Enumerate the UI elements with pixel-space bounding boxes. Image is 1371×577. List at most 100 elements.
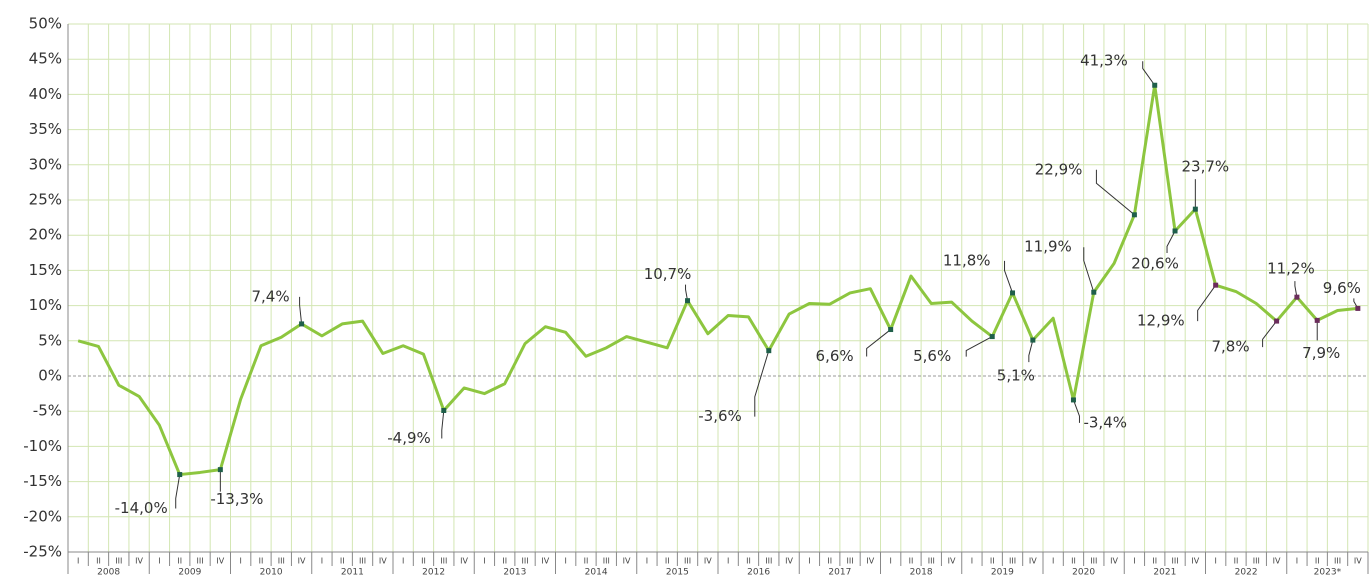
x-tick-label: I: [808, 557, 810, 566]
x-tick-label: I: [1052, 557, 1054, 566]
x-tick-label: III: [928, 557, 935, 566]
data-label: 9,6%: [1323, 279, 1361, 297]
y-tick-label: -5%: [33, 402, 62, 420]
point-marker: [1030, 337, 1036, 343]
year-label: 2011: [341, 568, 364, 577]
x-tick-label: IV: [1029, 557, 1037, 566]
x-tick-label: IV: [1191, 557, 1199, 566]
x-tick-label: IV: [948, 557, 956, 566]
point-marker: [989, 334, 995, 340]
point-marker: [1091, 289, 1097, 295]
x-tick-label: III: [846, 557, 853, 566]
leader-line: [441, 410, 445, 439]
x-tick-label: II: [177, 557, 182, 566]
data-label: 41,3%: [1080, 52, 1128, 70]
year-label: 2019: [991, 568, 1014, 577]
x-tick-label: III: [115, 557, 122, 566]
leader-line: [175, 474, 181, 509]
point-marker: [217, 467, 223, 473]
point-marker: [888, 327, 894, 333]
year-label: 2012: [422, 568, 445, 577]
x-tick-label: II: [909, 557, 914, 566]
leader-line: [1073, 399, 1080, 423]
x-tick-label: I: [321, 557, 323, 566]
point-marker: [1172, 228, 1178, 234]
year-label: 2014: [585, 568, 608, 577]
x-tick-label: IV: [216, 557, 224, 566]
x-tick-label: III: [1090, 557, 1097, 566]
y-tick-label: 45%: [29, 50, 62, 68]
leader-line: [754, 350, 770, 417]
x-tick-label: II: [340, 557, 345, 566]
x-tick-label: III: [1253, 557, 1260, 566]
data-label: 5,6%: [913, 347, 951, 365]
leader-line: [866, 329, 891, 357]
point-marker: [1192, 206, 1198, 212]
x-tick-label: IV: [1110, 557, 1118, 566]
x-tick-label: I: [971, 557, 973, 566]
y-tick-label: 50%: [29, 15, 62, 33]
x-tick-label: IV: [1354, 557, 1362, 566]
x-tick-label: I: [1133, 557, 1135, 566]
leader-line: [1197, 284, 1217, 322]
x-tick-label: II: [1152, 557, 1157, 566]
point-marker: [1010, 290, 1016, 296]
data-label: 20,6%: [1131, 254, 1179, 272]
x-tick-label: III: [603, 557, 610, 566]
x-tick-label: II: [827, 557, 832, 566]
y-tick-label: -15%: [23, 472, 62, 490]
data-label: 10,7%: [644, 265, 692, 283]
x-tick-label: II: [665, 557, 670, 566]
data-label: 11,2%: [1267, 260, 1315, 278]
x-tick-label: I: [239, 557, 241, 566]
x-tick-label: IV: [623, 557, 631, 566]
y-tick-label: 35%: [29, 120, 62, 138]
x-tick-label: III: [765, 557, 772, 566]
y-tick-label: 30%: [29, 155, 62, 173]
point-marker: [1131, 212, 1137, 218]
x-tick-label: I: [158, 557, 160, 566]
point-marker: [1213, 282, 1219, 288]
x-tick-label: IV: [785, 557, 793, 566]
x-tick-label: II: [259, 557, 264, 566]
x-tick-label: II: [1315, 557, 1320, 566]
leader-line: [965, 336, 993, 357]
data-label: 7,9%: [1302, 344, 1340, 362]
x-tick-label: IV: [135, 557, 143, 566]
x-tick-label: II: [584, 557, 589, 566]
year-label: 2021: [1153, 568, 1176, 577]
y-tick-label: -25%: [23, 543, 62, 561]
data-label: -3,4%: [1083, 413, 1127, 431]
y-tick-label: 40%: [29, 85, 62, 103]
point-marker: [685, 298, 691, 304]
point-marker: [1274, 318, 1280, 324]
point-marker: [1152, 82, 1158, 88]
year-label: 2020: [1072, 568, 1095, 577]
leader-line: [1095, 169, 1135, 216]
data-label: 7,8%: [1211, 338, 1249, 356]
data-label: 5,1%: [997, 367, 1035, 385]
x-tick-label: II: [1234, 557, 1239, 566]
year-label: 2023*: [1314, 568, 1342, 577]
x-tick-label: II: [1071, 557, 1076, 566]
year-label: 2017: [828, 568, 851, 577]
data-label: -13,3%: [210, 490, 263, 508]
data-label: -14,0%: [115, 499, 168, 517]
x-tick-label: IV: [866, 557, 874, 566]
data-label: 22,9%: [1035, 160, 1083, 178]
x-tick-label: IV: [298, 557, 306, 566]
x-tick-label: III: [196, 557, 203, 566]
x-tick-label: I: [889, 557, 891, 566]
leader-line: [1004, 260, 1014, 294]
x-tick-label: IV: [541, 557, 549, 566]
x-tick-label: II: [746, 557, 751, 566]
data-label: -3,6%: [698, 407, 742, 425]
year-label: 2009: [178, 568, 201, 577]
leader-line: [1262, 320, 1277, 348]
data-label: 11,9%: [1024, 238, 1072, 256]
y-tick-label: -20%: [23, 507, 62, 525]
x-tick-label: IV: [379, 557, 387, 566]
year-label: 2010: [260, 568, 283, 577]
year-label: 2022: [1235, 568, 1258, 577]
year-label: 2013: [503, 568, 526, 577]
